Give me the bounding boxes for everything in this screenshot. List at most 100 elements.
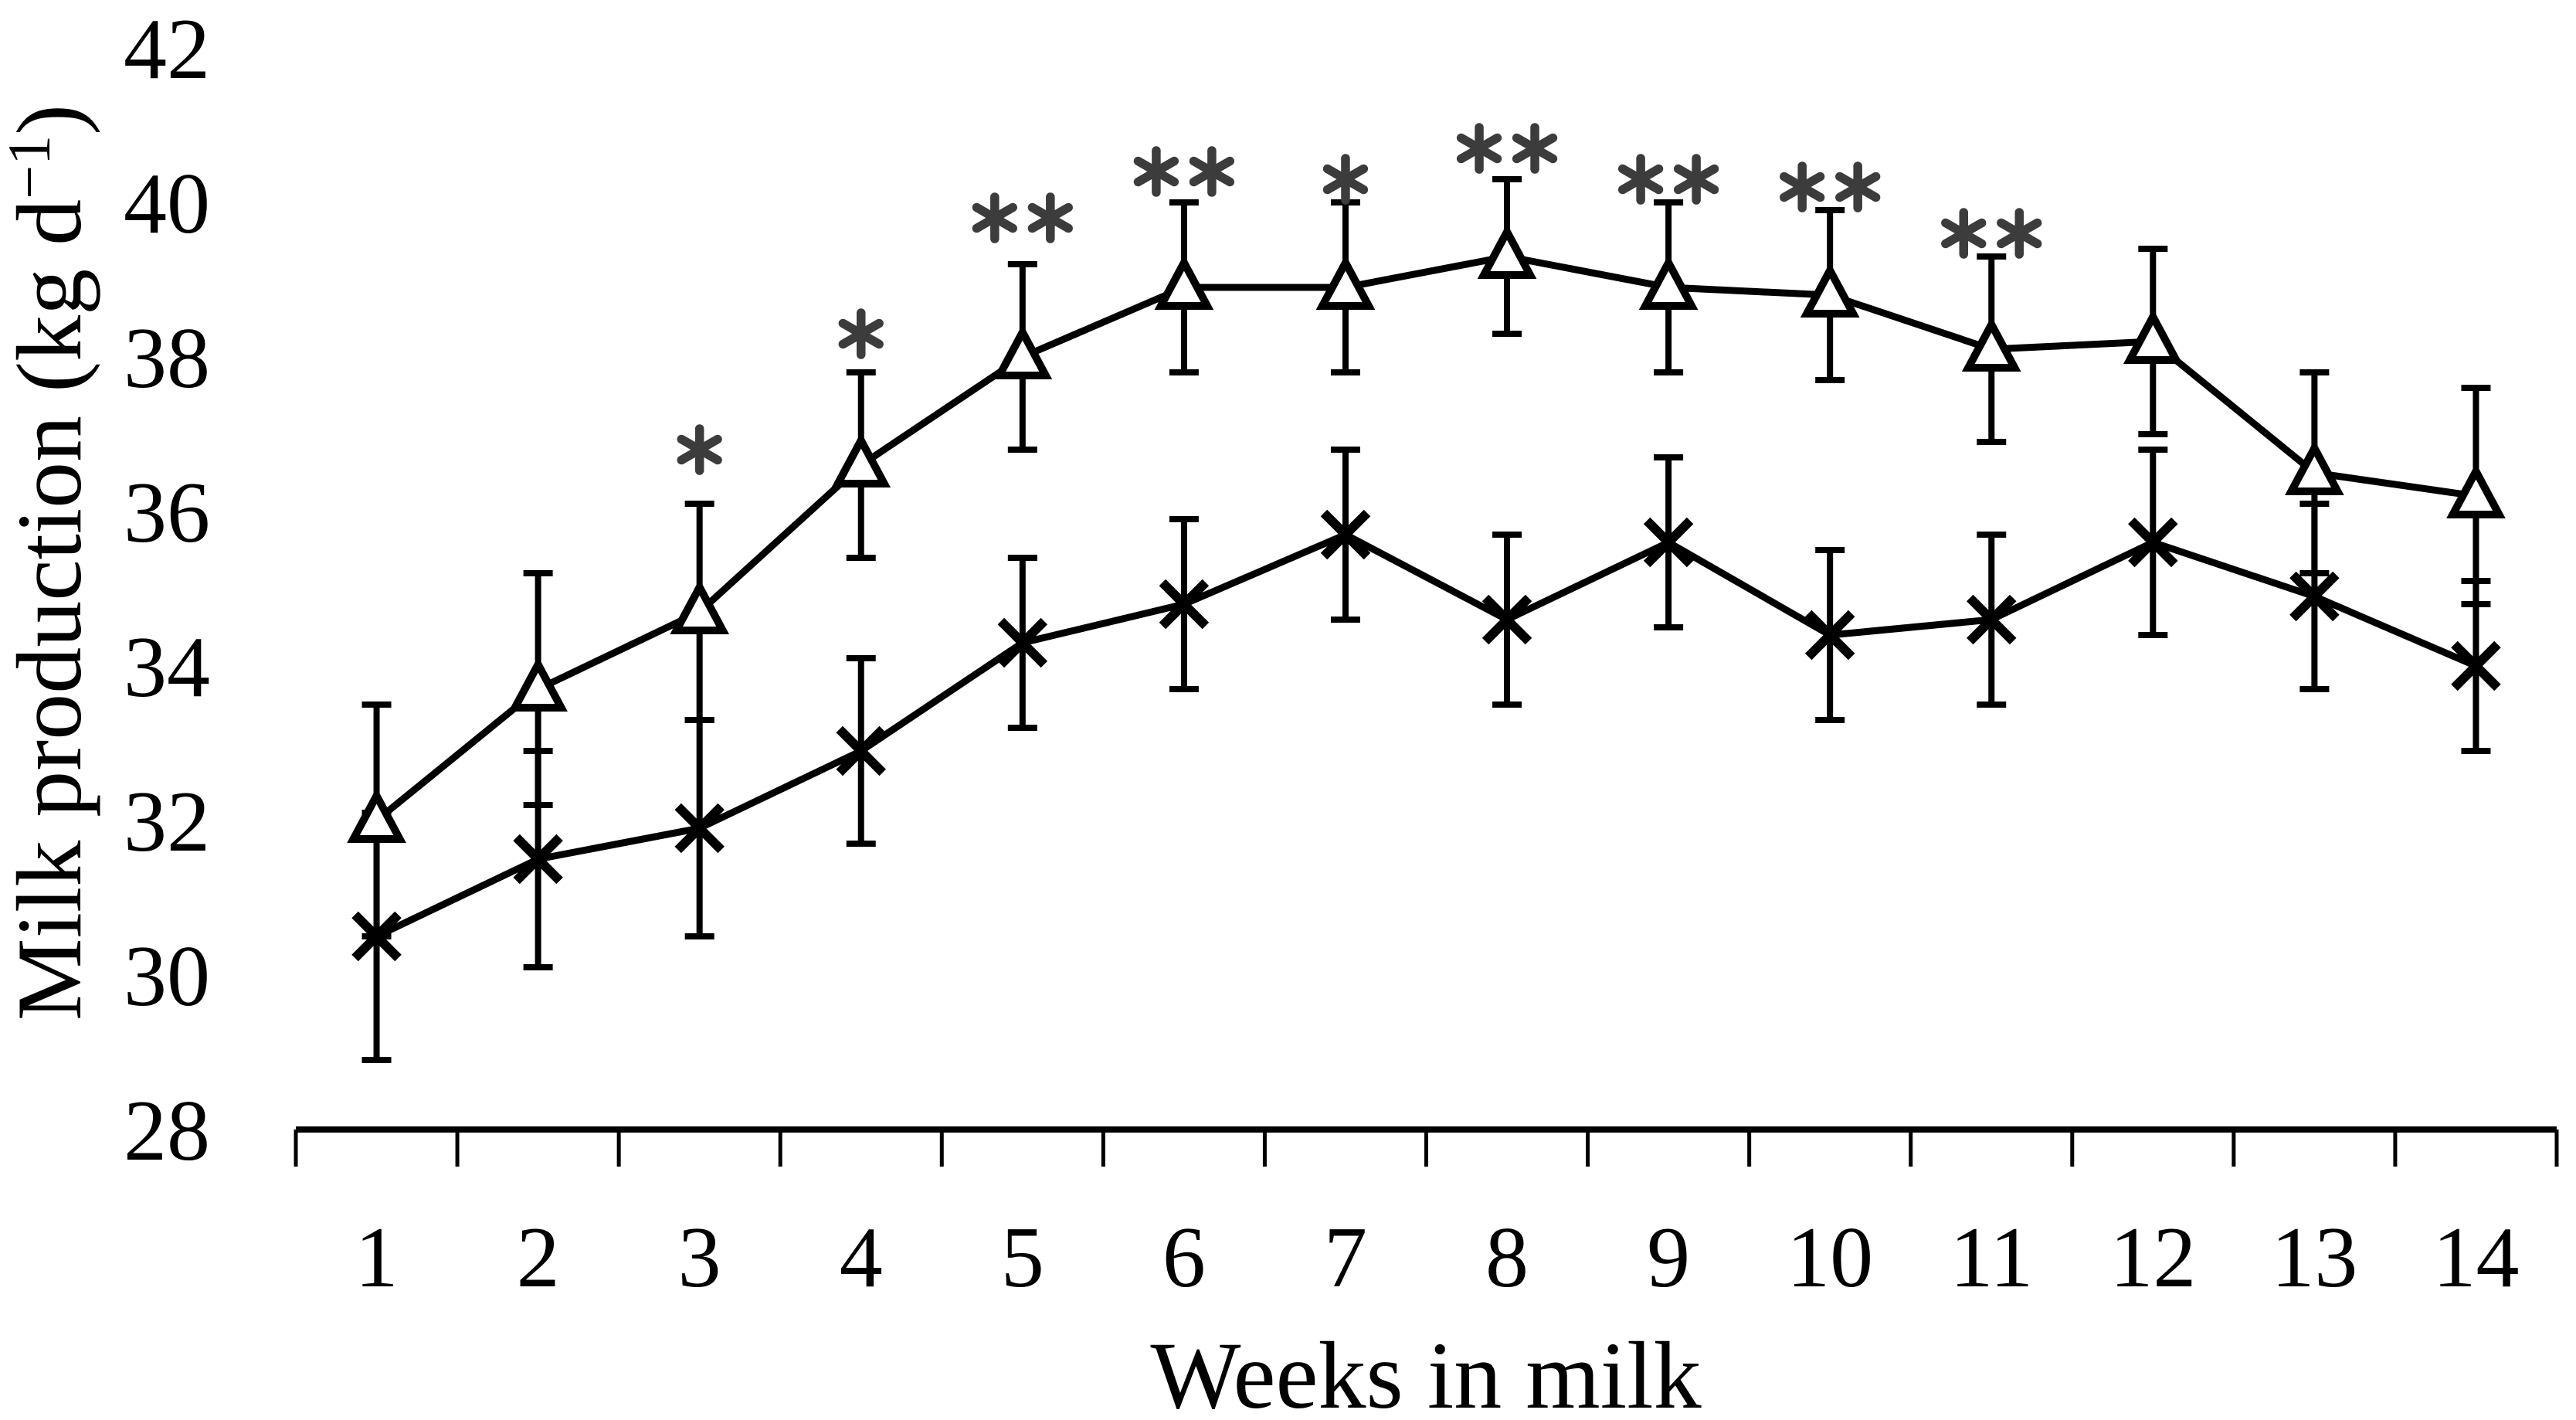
asterisk-arm — [972, 202, 1017, 233]
cross-stroke — [351, 911, 402, 962]
asterisk-arm — [1133, 156, 1179, 187]
asterisk-arm — [1189, 156, 1235, 187]
asterisk-arm — [1322, 164, 1369, 195]
triangle-marker — [1638, 254, 1699, 310]
asterisk-glyph — [1456, 123, 1502, 174]
y-tick-label: 30 — [124, 929, 210, 1024]
cross-stroke — [2451, 640, 2501, 691]
significance-single-asterisk — [677, 424, 722, 475]
cross-stroke — [1967, 594, 2017, 645]
cross-marker — [1320, 509, 1371, 560]
cross-stroke — [997, 617, 1048, 668]
y-axis-title: Milk production (kg d−1) — [0, 104, 100, 1021]
asterisk-glyph — [972, 192, 1017, 243]
cross-stroke — [674, 803, 725, 854]
x-tick-label: 2 — [517, 1210, 560, 1306]
cross-marker — [513, 834, 563, 885]
triangle-marker — [1154, 254, 1214, 310]
series-line-cross — [375, 531, 2478, 940]
cross-marker — [1643, 517, 1694, 568]
x-tick-labels: 1 2 3 4 5 6 7 8 9 10 11 12 13 14 — [355, 1210, 2520, 1306]
y-tick-labels: 42 40 38 36 34 32 30 28 — [124, 2, 210, 1179]
cross-stroke — [2128, 517, 2178, 568]
triangle-marker — [831, 432, 891, 487]
asterisk-glyph — [1027, 192, 1073, 243]
triangle-marker — [347, 787, 406, 843]
cross-stroke — [513, 834, 563, 885]
cross-marker — [2128, 517, 2178, 568]
x-axis-title: Weeks in milk — [1150, 1323, 1701, 1420]
x-tick-label: 1 — [355, 1210, 399, 1306]
asterisk-glyph — [1673, 154, 1719, 205]
x-tick-label: 6 — [1162, 1210, 1206, 1306]
series-markers — [347, 223, 2506, 962]
asterisk-arm — [1835, 172, 1881, 202]
significance-double-asterisk — [1133, 146, 1235, 197]
cross-stroke — [2289, 571, 2340, 622]
cross-stroke — [1481, 594, 1532, 645]
triangle-marker — [993, 324, 1053, 379]
asterisk-glyph — [1322, 154, 1369, 205]
asterisk-arm — [1673, 164, 1719, 195]
cross-marker — [836, 725, 886, 776]
significance-double-asterisk — [1941, 208, 2042, 259]
cross-marker — [1967, 594, 2017, 645]
x-tick-label: 7 — [1324, 1210, 1367, 1306]
cross-marker — [1481, 594, 1532, 645]
significance-markers — [677, 123, 2042, 475]
x-tick-label: 5 — [1001, 1210, 1044, 1306]
triangle-marker — [2285, 440, 2344, 495]
asterisk-arm — [1512, 133, 1558, 164]
asterisk-glyph — [1997, 208, 2042, 259]
asterisk-glyph — [1941, 208, 1987, 259]
x-tick-label: 9 — [1647, 1210, 1690, 1306]
y-tick-label: 40 — [124, 156, 210, 252]
cross-stroke — [1159, 579, 1210, 630]
cross-marker — [1804, 610, 1855, 661]
significance-double-asterisk — [1780, 161, 1881, 212]
cross-stroke — [1804, 610, 1855, 661]
asterisk-glyph — [1512, 123, 1558, 174]
y-tick-label: 38 — [124, 311, 210, 406]
y-tick-label: 42 — [124, 2, 210, 97]
y-tick-label: 32 — [124, 774, 210, 870]
triangle-marker — [2446, 463, 2506, 518]
cross-marker — [1159, 579, 1210, 630]
x-tick-label: 14 — [2432, 1210, 2519, 1306]
asterisk-arm — [1617, 164, 1664, 195]
triangle-marker — [1315, 254, 1376, 310]
asterisk-glyph — [1835, 161, 1881, 212]
cross-marker — [997, 617, 1048, 668]
asterisk-glyph — [1189, 146, 1235, 197]
cross-marker — [2289, 571, 2340, 622]
x-tick-label: 4 — [840, 1210, 883, 1306]
asterisk-arm — [838, 318, 884, 349]
x-tick-label: 11 — [1950, 1210, 2033, 1306]
asterisk-arm — [1780, 172, 1825, 202]
x-tick-label: 10 — [1787, 1210, 1873, 1306]
asterisk-arm — [1027, 202, 1073, 233]
x-tick-label: 3 — [678, 1210, 721, 1306]
triangle-marker — [1477, 223, 1537, 279]
asterisk-glyph — [838, 308, 884, 359]
significance-single-asterisk — [1322, 154, 1369, 205]
asterisk-arm — [1941, 218, 1987, 249]
asterisk-arm — [677, 434, 722, 465]
asterisk-arm — [1456, 133, 1502, 164]
asterisk-glyph — [1617, 154, 1664, 205]
triangle-marker — [1800, 262, 1860, 318]
significance-double-asterisk — [972, 192, 1073, 243]
x-axis — [294, 1126, 2559, 1167]
cross-marker — [351, 911, 402, 962]
triangle-marker — [2123, 308, 2183, 364]
y-tick-label: 28 — [124, 1083, 210, 1179]
asterisk-glyph — [1780, 161, 1825, 212]
cross-stroke — [836, 725, 886, 776]
cross-stroke — [1320, 509, 1371, 560]
cross-stroke — [1643, 517, 1694, 568]
series-lines — [374, 253, 2478, 940]
significance-double-asterisk — [1617, 154, 1719, 205]
cross-marker — [2451, 640, 2501, 691]
